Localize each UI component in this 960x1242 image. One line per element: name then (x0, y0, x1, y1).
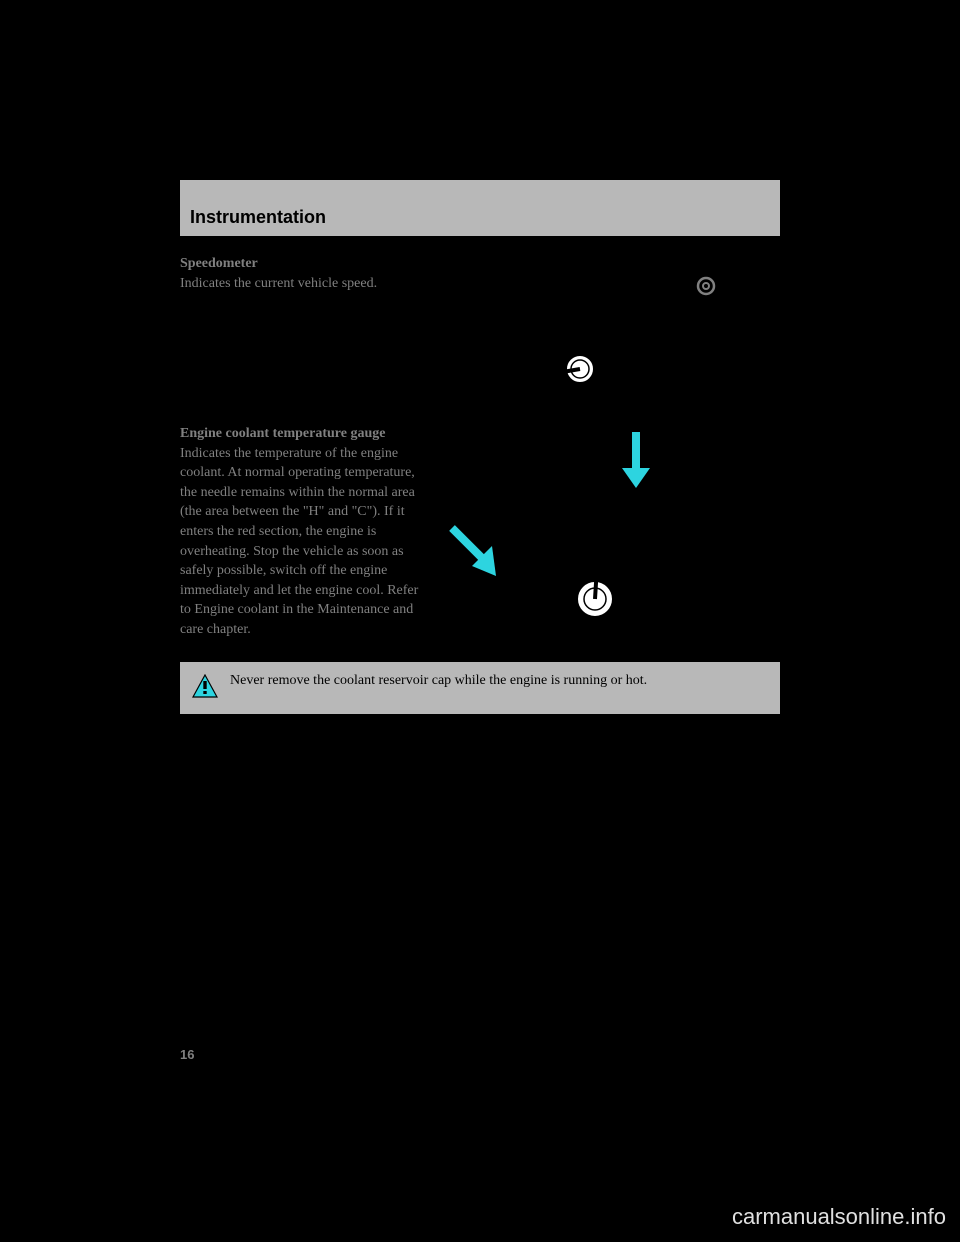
speedometer-description: Indicates the current vehicle speed. (180, 276, 377, 291)
speedometer-text-block: Speedometer Indicates the current vehicl… (180, 254, 400, 414)
coolant-text-block: Engine coolant temperature gauge Indicat… (180, 424, 440, 640)
speedometer-heading: Speedometer (180, 256, 258, 271)
arrow-to-cold-icon (452, 528, 496, 576)
coolant-description: Indicates the temperature of the engine … (180, 446, 418, 637)
coolant-section: Engine coolant temperature gauge Indicat… (180, 424, 780, 640)
warning-text: Never remove the coolant reservoir cap w… (230, 672, 647, 691)
header-band: Instrumentation (180, 180, 780, 236)
speedometer-illustration (400, 254, 730, 414)
watermark-text: carmanualsonline.info (732, 1204, 946, 1230)
speedometer-section: Speedometer Indicates the current vehicl… (180, 254, 780, 414)
section-header: Instrumentation (190, 207, 326, 228)
gauge-cold-label: C (516, 564, 523, 575)
warning-callout: Never remove the coolant reservoir cap w… (180, 662, 780, 714)
arrow-to-hot-icon (622, 432, 650, 488)
page-number: 16 (180, 1047, 194, 1062)
gauge-hot-label: H (636, 504, 643, 515)
coolant-heading: Engine coolant temperature gauge (180, 426, 385, 441)
warning-triangle-icon (192, 674, 218, 698)
coolant-gauge-illustration: H C (440, 424, 720, 634)
page-container: Instrumentation Speedometer Indicates th… (180, 180, 780, 714)
